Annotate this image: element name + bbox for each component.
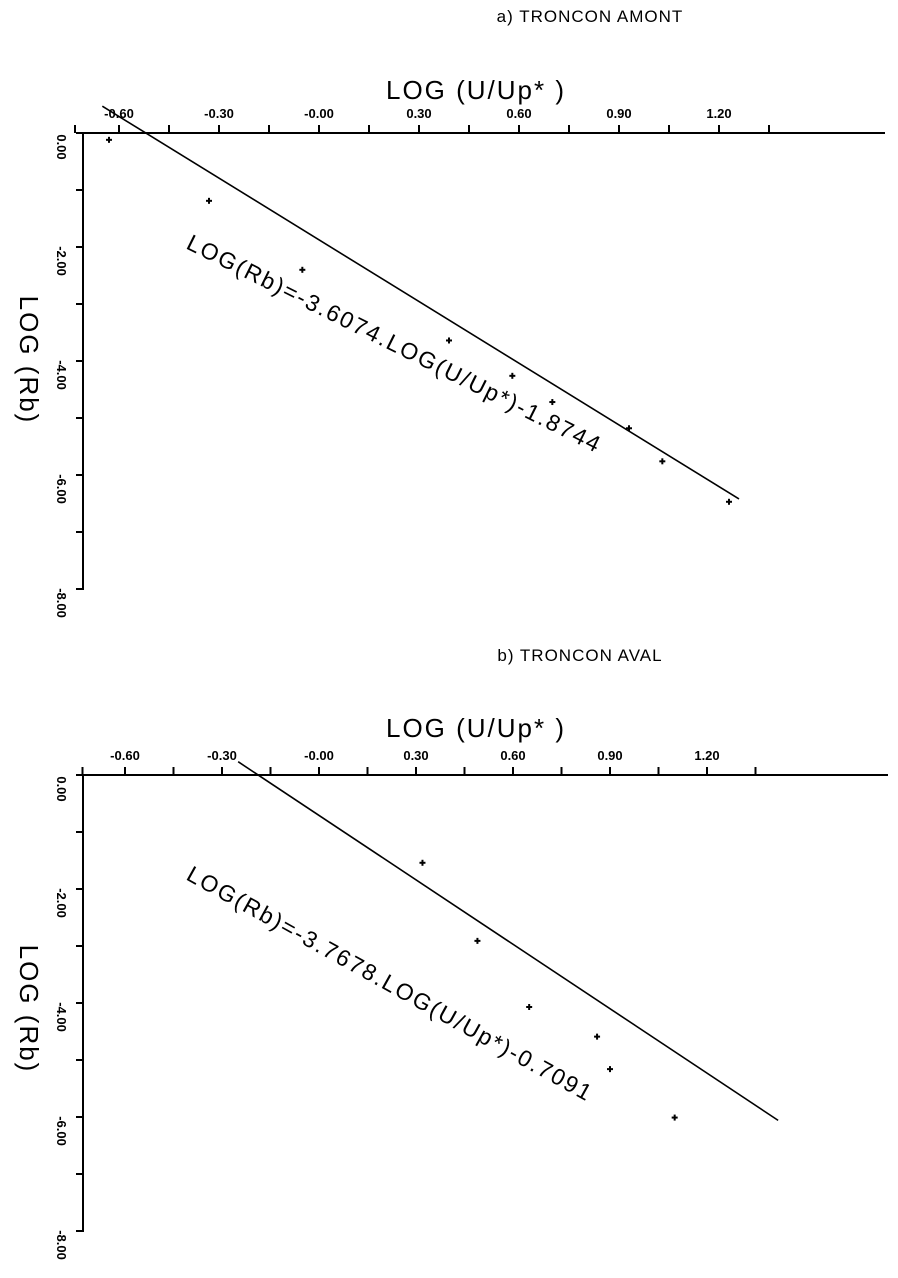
chart-b-y-tick-label: 0.00 [54, 776, 69, 801]
chart-b-x-tick-label: 0.90 [597, 748, 622, 763]
chart-a-fit-label: LOG(Rb)=-3.6074.LOG(U/Up*)-1.8744 [183, 229, 607, 458]
chart-b-data-point [671, 1114, 678, 1121]
chart-b-data-point [594, 1033, 601, 1040]
chart-a-data-point [106, 136, 112, 143]
chart-b-y-axis-title: LOG (Rb) [14, 945, 44, 1074]
chart-a-x-tick-label: -0.00 [304, 106, 334, 121]
chart-b-x-ticks: -0.60 -0.30 -0.00 0.30 0.60 0.90 1.20 [81, 748, 757, 775]
chart-a-y-tick-label: -4.00 [54, 360, 69, 390]
chart-b-y-tick-label: -4.00 [54, 1002, 69, 1032]
chart-a-y-ticks: 0.00 -2.00 -4.00 -6.00 -8.00 [54, 132, 83, 618]
chart-a-y-tick-label: -6.00 [54, 474, 69, 504]
chart-a-fit-line [101, 105, 740, 500]
chart-b-x-tick-label: -0.30 [207, 748, 237, 763]
chart-a-x-ticks: -0.60 -0.30 -0.00 0.30 0.60 0.90 1.20 [74, 106, 770, 133]
chart-a-y-tick-label: -2.00 [54, 246, 69, 276]
chart-a-y-tick-label: -8.00 [54, 588, 69, 618]
chart-b-y-tick-label: -6.00 [54, 1116, 69, 1146]
chart-a-x-tick-label: 0.30 [406, 106, 431, 121]
chart-a-x-axis-title: LOG (U/Up* ) [386, 75, 566, 105]
chart-a-data-point [206, 197, 212, 204]
chart-b-y-ticks: 0.00 -2.00 -4.00 -6.00 -8.00 [54, 774, 83, 1260]
chart-b-fit-label: LOG(Rb)=-3.7678.LOG(U/Up*)-0.7091 [183, 861, 598, 1107]
chart-a-x-tick-label: 1.20 [706, 106, 731, 121]
chart-b-points [419, 859, 678, 1121]
chart-a-data-point [509, 372, 516, 379]
chart-a-data-point [626, 425, 632, 432]
chart-a-svg: a) TRONCON AMONT LOG (U/Up* ) LOG (Rb) -… [14, 7, 885, 618]
chart-panel-b: b) TRONCON AVAL LOG (U/Up* ) LOG (Rb) -0… [0, 639, 898, 1278]
chart-b-y-tick-label: -2.00 [54, 888, 69, 918]
chart-a-points [106, 136, 732, 505]
chart-a-x-tick-label: 0.60 [506, 106, 531, 121]
chart-a-y-tick-label: 0.00 [54, 134, 69, 159]
chart-b-x-tick-label: 0.30 [403, 748, 428, 763]
chart-panel-a: a) TRONCON AMONT LOG (U/Up* ) LOG (Rb) -… [14, 7, 885, 618]
chart-b-svg: b) TRONCON AVAL LOG (U/Up* ) LOG (Rb) -0… [14, 646, 888, 1260]
chart-a-data-point [549, 399, 556, 406]
chart-b-title: b) TRONCON AVAL [497, 646, 662, 665]
chart-a-y-axis-title: LOG (Rb) [14, 296, 44, 425]
chart-a-data-point [659, 458, 666, 465]
chart-b-data-point [474, 937, 481, 944]
chart-b-data-point [607, 1066, 613, 1073]
chart-b-data-point [419, 859, 426, 866]
chart-a-x-tick-label: 0.90 [606, 106, 631, 121]
chart-b-x-axis-title: LOG (U/Up* ) [386, 713, 566, 743]
chart-b-x-tick-label: 1.20 [694, 748, 719, 763]
chart-b-x-tick-label: -0.60 [110, 748, 140, 763]
chart-a-fit [101, 105, 740, 500]
chart-a-data-point [446, 337, 452, 344]
chart-b-data-point [526, 1003, 533, 1010]
chart-a-x-tick-label: -0.60 [104, 106, 134, 121]
chart-b-x-tick-label: -0.00 [304, 748, 334, 763]
chart-a-title: a) TRONCON AMONT [497, 7, 684, 26]
chart-a-x-tick-label: -0.30 [204, 106, 234, 121]
chart-a-data-point [299, 266, 306, 273]
chart-a-data-point [726, 498, 732, 505]
chart-b-fit [237, 761, 779, 1122]
chart-b-y-tick-label: -8.00 [54, 1230, 69, 1260]
chart-b-x-tick-label: 0.60 [500, 748, 525, 763]
chart-b-fit-line [237, 761, 779, 1122]
